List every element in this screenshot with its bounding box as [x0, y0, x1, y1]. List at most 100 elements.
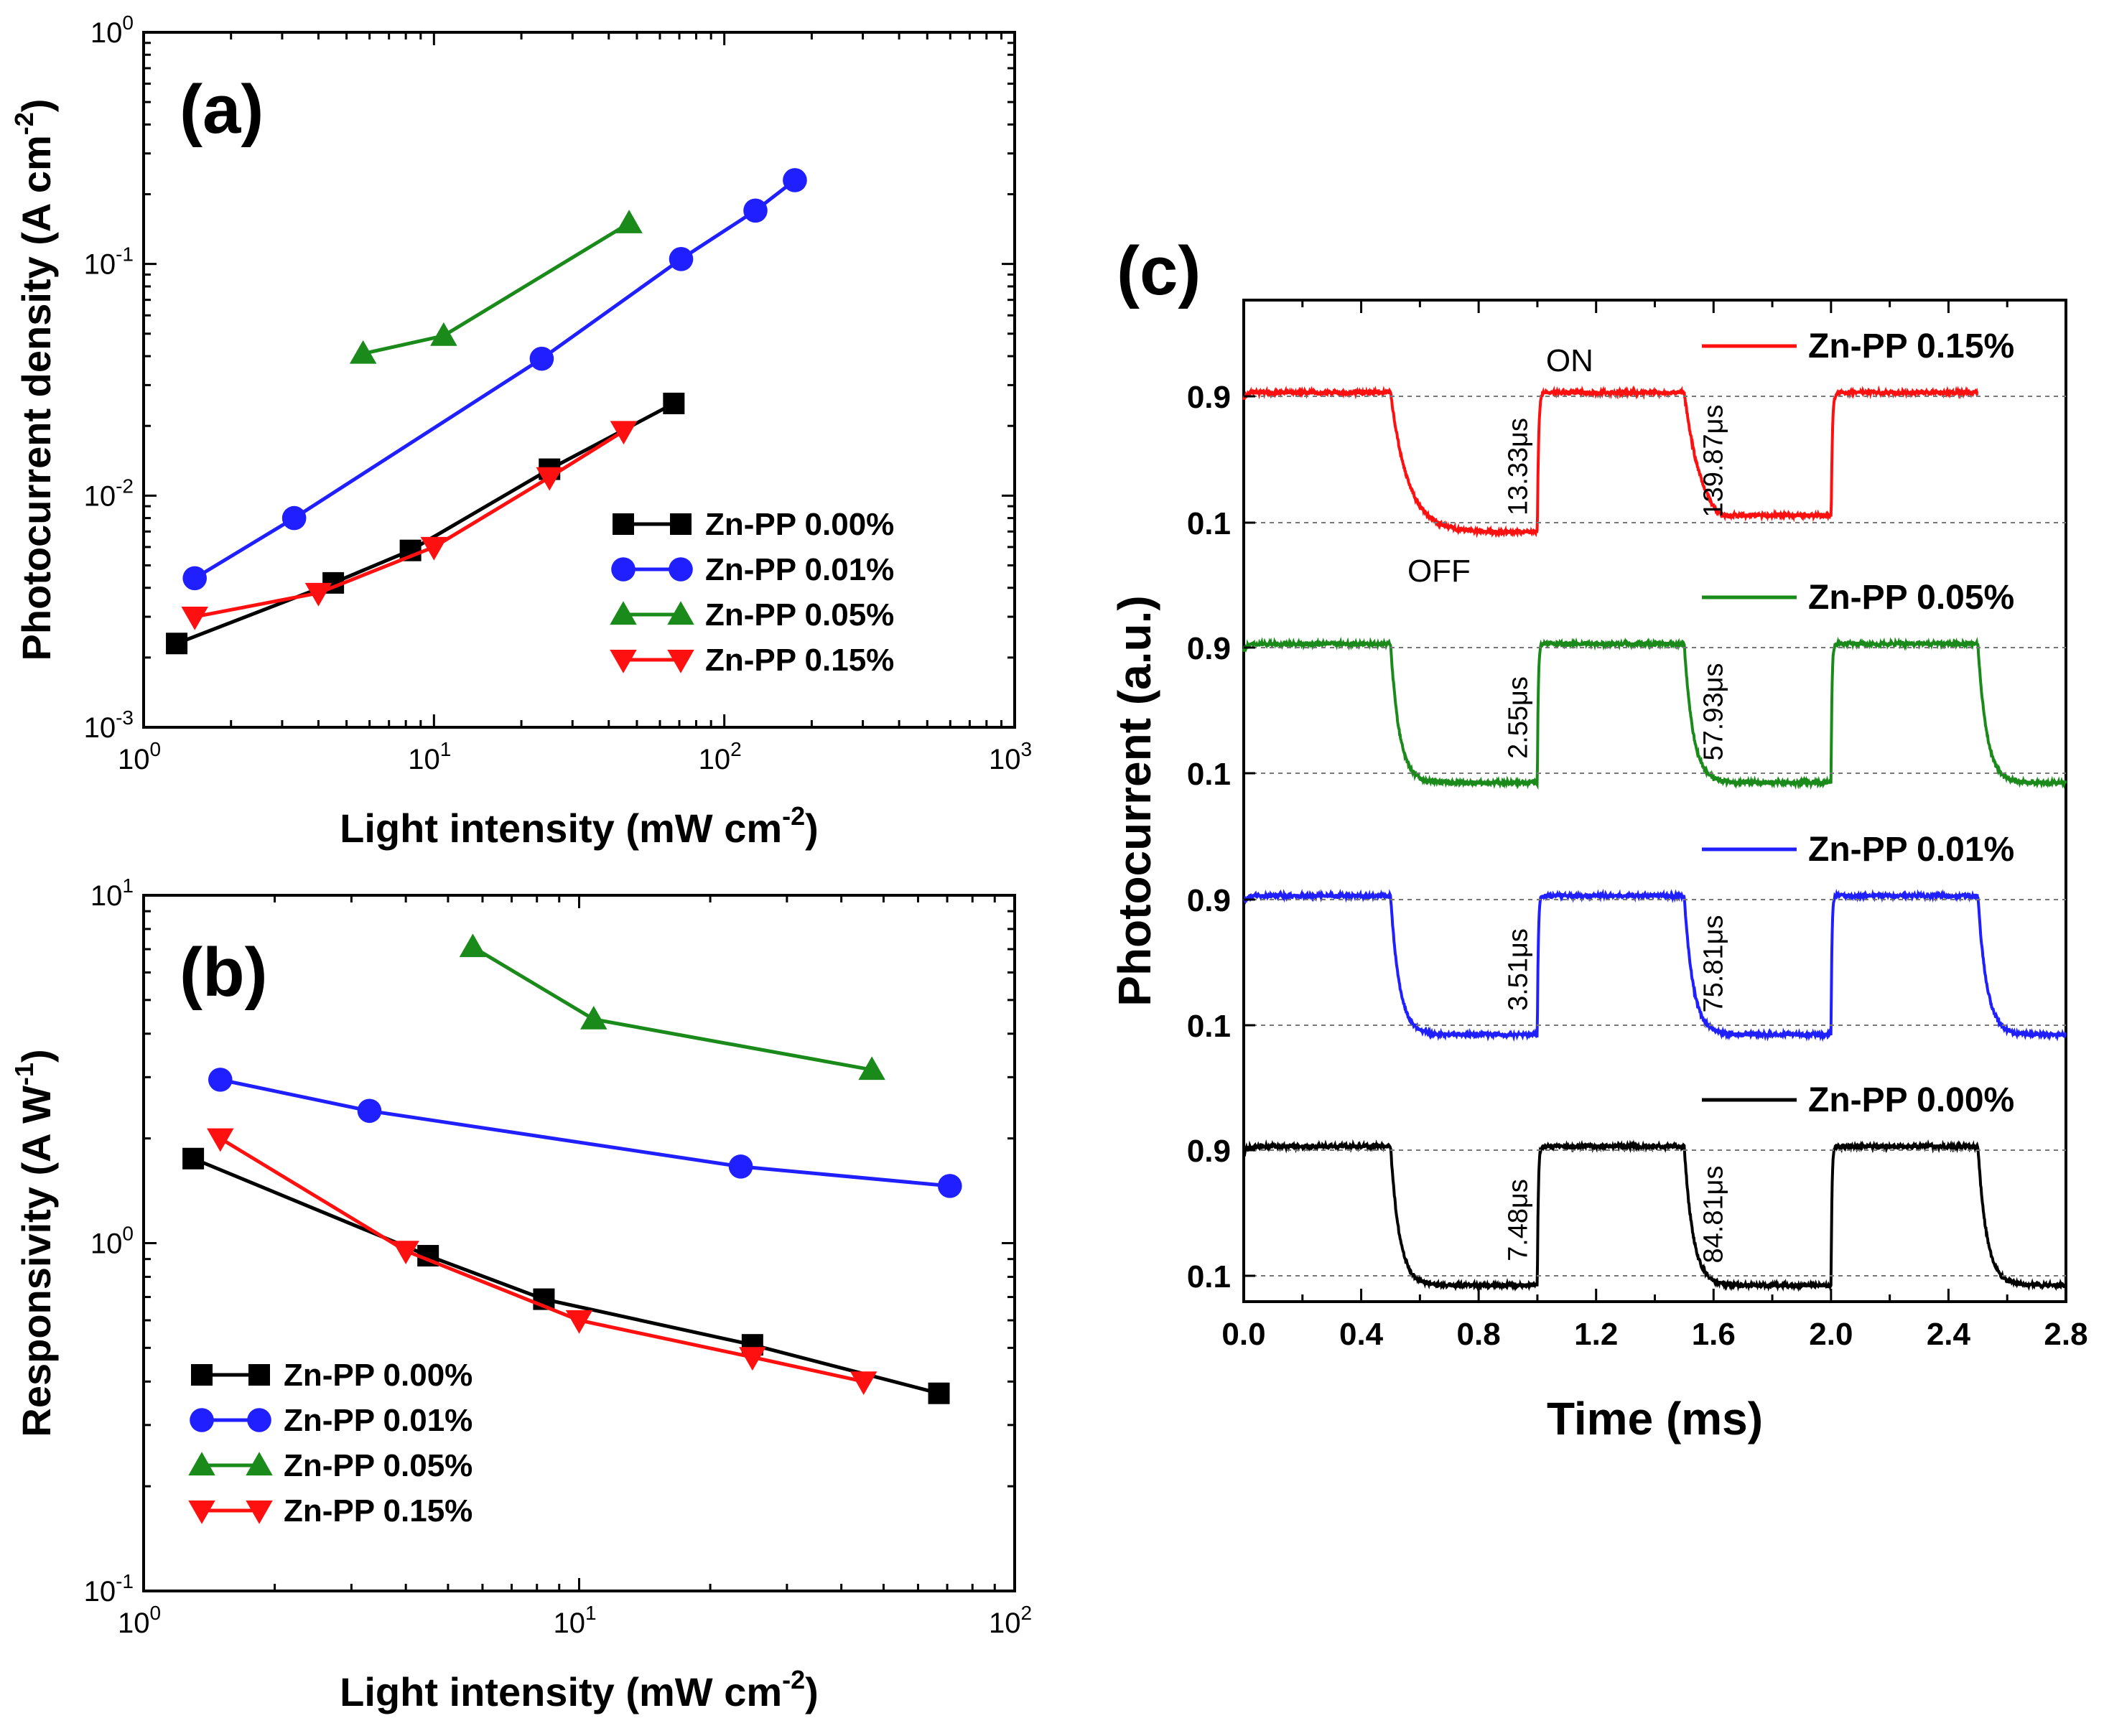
- y-tick-label: 0.9: [1187, 631, 1231, 666]
- x-tick-label: 101: [408, 738, 451, 775]
- y-axis-label: Responsivity (A W-1): [9, 1049, 59, 1437]
- legend-label: Zn-PP 0.00%: [284, 1358, 473, 1393]
- y-tick-exponent: -1: [116, 1570, 134, 1592]
- x-tick-label: 103: [989, 738, 1032, 775]
- data-point: [580, 1005, 608, 1030]
- data-point: [392, 1241, 419, 1265]
- legend-label: Zn-PP 0.01%: [284, 1403, 473, 1438]
- data-point: [166, 633, 188, 655]
- legend-marker: [613, 513, 634, 535]
- legend-marker: [670, 513, 692, 535]
- data-point: [281, 505, 307, 531]
- x-axis-label: Light intensity (mW cm-2): [340, 1665, 819, 1714]
- legend-marker: [248, 1364, 270, 1386]
- y-tick-base: 10: [90, 1228, 123, 1260]
- legend-label: Zn-PP 0.05%: [284, 1448, 473, 1483]
- legend-marker: [190, 1408, 214, 1432]
- x-tick-base: 10: [989, 1607, 1021, 1639]
- rise-time-annotation: 7.48μs: [1504, 1179, 1534, 1261]
- data-point: [849, 1371, 878, 1396]
- data-point: [743, 198, 768, 223]
- x-tick-label: 0.8: [1457, 1317, 1501, 1352]
- legend-marker: [669, 557, 693, 582]
- legend-marker: [246, 1452, 273, 1476]
- y-axis-label-end: ): [14, 1049, 59, 1063]
- legend-label: Zn-PP 0.01%: [705, 552, 894, 587]
- x-axis-label-superscript: -2: [782, 801, 805, 831]
- y-axis-label-end: ): [14, 99, 59, 113]
- y-tick-label: 10-1: [84, 243, 134, 281]
- legend-label: Zn-PP 0.15%: [1808, 327, 2014, 365]
- legend-label: Zn-PP 0.05%: [1808, 579, 2014, 617]
- x-tick-label: 102: [989, 1602, 1032, 1639]
- data-point: [615, 210, 643, 233]
- y-axis-label-superscript: -2: [9, 112, 39, 135]
- x-axis-label-end: ): [805, 806, 819, 851]
- legend-marker: [246, 1500, 273, 1524]
- x-tick-exponent: 2: [730, 738, 742, 760]
- legend-label: Zn-PP 0.15%: [284, 1493, 473, 1529]
- data-point: [357, 1098, 382, 1124]
- legend-label: Zn-PP 0.01%: [1808, 831, 2014, 869]
- y-axis-label-text: Responsivity (A W: [14, 1086, 59, 1437]
- decay-time-annotation: 57.93μs: [1699, 663, 1729, 761]
- series-trace: [1242, 636, 2067, 790]
- legend-label: Zn-PP 0.05%: [705, 597, 894, 633]
- y-tick-base: 10: [84, 249, 116, 281]
- data-point: [182, 566, 207, 591]
- x-tick-label: 1.2: [1574, 1317, 1618, 1352]
- decay-time-annotation: 75.81μs: [1699, 915, 1729, 1013]
- y-tick-label: 0.9: [1187, 380, 1231, 415]
- data-point: [207, 1128, 234, 1152]
- y-tick-label: 0.9: [1187, 883, 1231, 918]
- data-point: [304, 582, 332, 607]
- on-state-label: ON: [1546, 343, 1593, 378]
- x-tick-exponent: 1: [440, 738, 452, 760]
- x-tick-label: 102: [699, 738, 742, 775]
- data-point: [858, 1056, 885, 1081]
- legend-marker: [610, 649, 637, 673]
- y-tick-label: 10-2: [84, 475, 134, 512]
- y-tick-exponent: -3: [116, 706, 134, 729]
- y-tick-label: 101: [90, 874, 134, 912]
- x-tick-exponent: 3: [1020, 738, 1032, 760]
- y-tick-exponent: 0: [122, 11, 134, 34]
- legend-marker: [188, 1500, 215, 1524]
- rise-time-annotation: 3.51μs: [1504, 928, 1534, 1011]
- panel-label: (a): [180, 71, 264, 148]
- y-tick-base: 10: [90, 880, 123, 912]
- x-tick-exponent: 0: [149, 1602, 161, 1624]
- data-point: [420, 536, 448, 561]
- off-state-label: OFF: [1407, 554, 1471, 589]
- data-point: [208, 1068, 233, 1092]
- y-tick-exponent: -2: [116, 475, 134, 497]
- panel-c-chart: 0.0 0.4 0.8 1.2 1.6 2.0 2.4 2.8 Time (ms) Photocu…: [1109, 233, 2088, 1445]
- y-tick-label: 10-3: [84, 706, 134, 744]
- legend-label: Zn-PP 0.00%: [705, 507, 894, 542]
- x-axis-label-text: Light intensity (mW cm: [340, 1669, 782, 1714]
- data-point: [181, 606, 208, 630]
- data-point: [669, 247, 694, 271]
- legend-marker: [611, 557, 636, 582]
- legend-marker: [188, 1452, 215, 1476]
- x-tick-label: 100: [118, 738, 161, 775]
- y-tick-label: 0.9: [1187, 1134, 1231, 1169]
- data-point: [728, 1154, 753, 1179]
- decay-time-annotation: 84.81μs: [1699, 1166, 1729, 1264]
- series-trace: [1242, 385, 1979, 538]
- data-point: [430, 322, 457, 346]
- x-tick-label: 2.0: [1809, 1317, 1853, 1352]
- data-point: [663, 392, 685, 414]
- x-tick-label: 100: [118, 1602, 161, 1639]
- series-trace: [1242, 888, 2067, 1042]
- legend-marker: [667, 601, 694, 625]
- y-tick-label: 0.1: [1187, 1009, 1231, 1044]
- y-tick-label: 100: [90, 1223, 134, 1260]
- data-point: [783, 168, 807, 192]
- x-axis-label-end: ): [805, 1669, 819, 1714]
- data-point: [565, 1310, 593, 1334]
- x-axis-label: Light intensity (mW cm-2): [340, 801, 819, 851]
